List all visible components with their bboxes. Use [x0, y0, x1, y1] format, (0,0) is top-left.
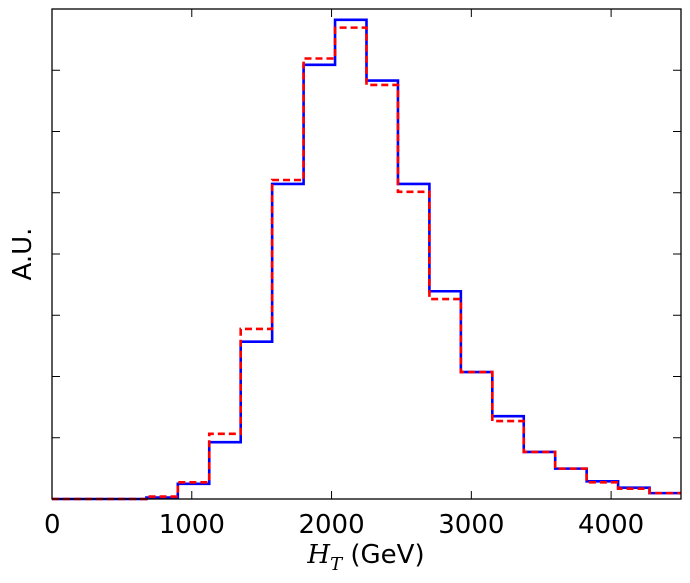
x-tick-label: 0 — [44, 510, 61, 540]
x-tick-label: 2000 — [298, 510, 364, 540]
x-axis-label-math: H — [306, 540, 331, 570]
histogram-series-2 — [52, 26, 681, 501]
x-tick-label: 4000 — [578, 510, 644, 540]
x-tick-label: 3000 — [438, 510, 504, 540]
x-axis-label-unit: (GeV) — [342, 540, 424, 570]
y-axis-label: A.U. — [8, 228, 38, 281]
histogram-series-1 — [52, 18, 681, 501]
x-axis-label-subscript: T — [330, 554, 344, 575]
x-axis-label: HT (GeV) — [306, 540, 424, 575]
x-tick-label: 1000 — [159, 510, 225, 540]
